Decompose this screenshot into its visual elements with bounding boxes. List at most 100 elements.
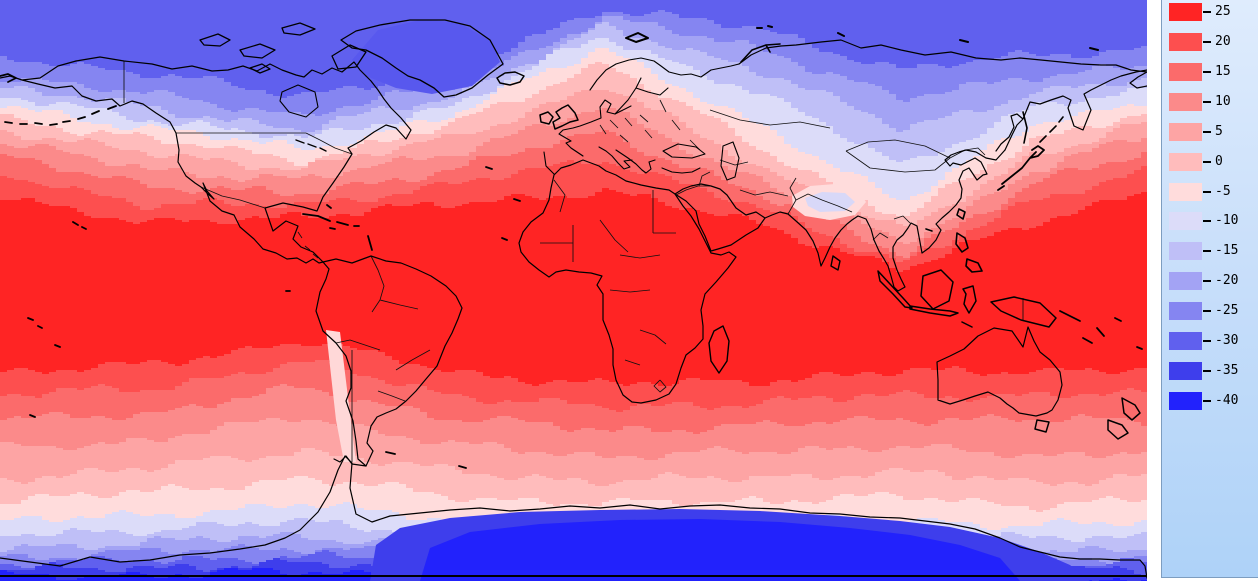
legend-tick	[1203, 11, 1211, 13]
island-coastline	[539, 111, 554, 125]
legend-label: 25	[1215, 4, 1231, 19]
legend-swatch	[1169, 63, 1202, 81]
island-coastline	[955, 232, 983, 273]
island-coastline	[708, 325, 730, 374]
legend-label: 20	[1215, 34, 1231, 49]
legend-row: -20	[1162, 272, 1258, 290]
legend-swatch	[1169, 123, 1202, 141]
island-coastline	[990, 296, 1057, 328]
coastline	[0, 60, 324, 264]
country-border	[176, 132, 353, 155]
greenland-cold	[352, 20, 500, 94]
island-coastline	[552, 104, 579, 130]
antarctic-core	[420, 519, 1020, 581]
island-coastline	[1034, 419, 1050, 433]
country-border	[335, 255, 431, 402]
andes-cool-stripe	[326, 330, 356, 462]
tibet-cool-inner	[805, 192, 855, 212]
coastline	[598, 146, 633, 170]
island-coastline	[496, 71, 525, 86]
island-coastline	[625, 32, 649, 43]
coastline	[661, 167, 701, 174]
legend-row: -35	[1162, 362, 1258, 380]
country-border	[540, 179, 676, 393]
legend-swatch	[1169, 3, 1202, 21]
legend-label: -15	[1215, 243, 1239, 258]
legend-row: 0	[1162, 153, 1258, 171]
world-temperature-contour-map	[0, 0, 1147, 581]
country-border	[200, 186, 266, 209]
legend-tick	[1203, 131, 1211, 133]
coastline	[764, 149, 1006, 292]
coastline	[75, 56, 367, 78]
legend-swatch	[1169, 93, 1202, 111]
legend-row: -5	[1162, 183, 1258, 201]
legend-swatch	[1169, 302, 1202, 320]
coastline	[543, 99, 632, 175]
legend-swatch	[1169, 212, 1202, 230]
legend-row: -10	[1162, 212, 1258, 230]
legend-row: 10	[1162, 93, 1258, 111]
coastline	[279, 84, 319, 118]
coastline	[615, 149, 656, 174]
island-coastline	[740, 43, 781, 63]
legend-row: 5	[1162, 123, 1258, 141]
legend-row: 20	[1162, 33, 1258, 51]
legend-label: -30	[1215, 333, 1239, 348]
country-border	[675, 109, 1024, 320]
island-coastline	[1022, 111, 1064, 144]
coastline	[738, 39, 1147, 89]
island-coastline	[925, 208, 966, 232]
legend-swatch	[1169, 272, 1202, 290]
legend-swatch	[1169, 332, 1202, 350]
coastline	[322, 255, 463, 467]
legend-label: -5	[1215, 184, 1231, 199]
legend-label: -20	[1215, 273, 1239, 288]
coastline	[0, 455, 1147, 579]
legend-swatch	[1169, 153, 1202, 171]
island-coastline	[302, 204, 373, 251]
country-border	[297, 231, 319, 259]
coastline	[589, 57, 740, 115]
island-coastline	[997, 145, 1045, 191]
coastline	[720, 141, 740, 181]
coastline	[340, 19, 504, 98]
legend-label: 10	[1215, 94, 1231, 109]
map-bottom-frame-line	[0, 575, 1147, 577]
map-svg	[0, 10, 1147, 581]
legend-swatch	[1169, 33, 1202, 51]
legend-tick	[1203, 370, 1211, 372]
legend-row: -25	[1162, 302, 1258, 320]
legend-label: -40	[1215, 393, 1239, 408]
legend-swatch	[1169, 392, 1202, 410]
legend-label: 15	[1215, 64, 1231, 79]
legend-swatch	[1169, 242, 1202, 260]
legend-swatch	[1169, 183, 1202, 201]
legend-tick	[1203, 340, 1211, 342]
legend-row: -40	[1162, 392, 1258, 410]
legend-row: 25	[1162, 3, 1258, 21]
legend-row: -30	[1162, 332, 1258, 350]
island-coastline	[877, 269, 977, 328]
legend-tick	[1203, 220, 1211, 222]
island-coastline	[385, 166, 521, 469]
legend-label: -35	[1215, 363, 1239, 378]
legend-swatch	[1169, 362, 1202, 380]
legend-row: 15	[1162, 63, 1258, 81]
color-legend: 25 20 15 10 5 0 -5 -10 -15 -20 -25 -30 -35 -40	[1161, 0, 1258, 578]
legend-tick	[1203, 191, 1211, 193]
coastline	[264, 75, 412, 263]
legend-tick	[1203, 400, 1211, 402]
island-coastline	[1107, 397, 1141, 440]
legend-label: -25	[1215, 303, 1239, 318]
coastline	[662, 143, 706, 159]
legend-tick	[1203, 280, 1211, 282]
legend-row: -15	[1162, 242, 1258, 260]
legend-tick	[1203, 71, 1211, 73]
legend-label: 0	[1215, 154, 1223, 169]
coastline	[518, 159, 737, 404]
legend-tick	[1203, 101, 1211, 103]
island-coastline	[756, 25, 1099, 51]
island-coastline	[1059, 310, 1143, 350]
island-coastline	[295, 139, 327, 152]
